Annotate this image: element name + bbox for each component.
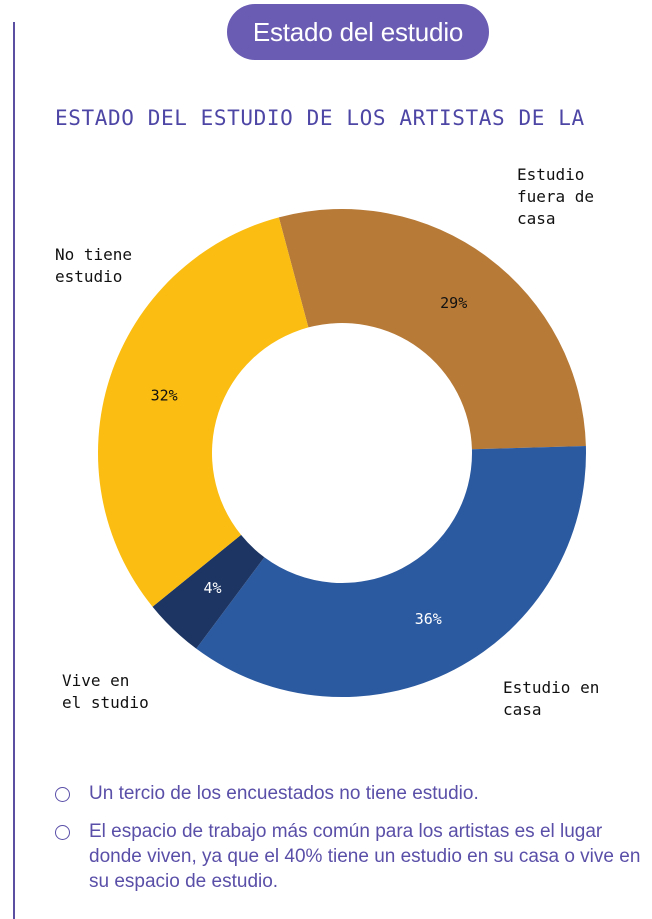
chart-title: ESTADO DEL ESTUDIO DE LOS ARTISTAS DE LA — [55, 106, 585, 130]
takeaway-text: Un tercio de los encuestados no tiene es… — [89, 783, 479, 804]
label-no-tiene-estudio: No tiene estudio — [55, 245, 133, 286]
circle-bullet-icon — [55, 787, 70, 802]
section-pill: Estado del estudio — [227, 4, 489, 60]
slice-value-label-1: 36% — [415, 610, 442, 628]
takeaway-item: El espacio de trabajo más común para los… — [55, 819, 645, 894]
donut-slice-1 — [196, 446, 586, 697]
slice-value-label-0: 29% — [440, 294, 467, 312]
circle-bullet-icon — [55, 825, 70, 840]
left-rule — [13, 22, 15, 919]
label-vive-en-el-studio: Vive en el studio — [62, 671, 149, 712]
takeaway-item: Un tercio de los encuestados no tiene es… — [55, 781, 645, 806]
label-estudio-en-casa: Estudio en casa — [503, 678, 600, 719]
donut-slice-3 — [98, 217, 309, 607]
label-estudio-fuera-de-casa: Estudio fuera de casa — [517, 165, 595, 228]
takeaway-text: El espacio de trabajo más común para los… — [89, 821, 641, 892]
section-pill-label: Estado del estudio — [252, 16, 464, 47]
slice-value-label-3: 32% — [151, 386, 178, 404]
donut-slice-0 — [278, 209, 586, 450]
takeaways-list: Un tercio de los encuestados no tiene es… — [55, 781, 645, 907]
donut-slice-2 — [152, 534, 265, 649]
slice-value-label-2: 4% — [204, 579, 222, 597]
